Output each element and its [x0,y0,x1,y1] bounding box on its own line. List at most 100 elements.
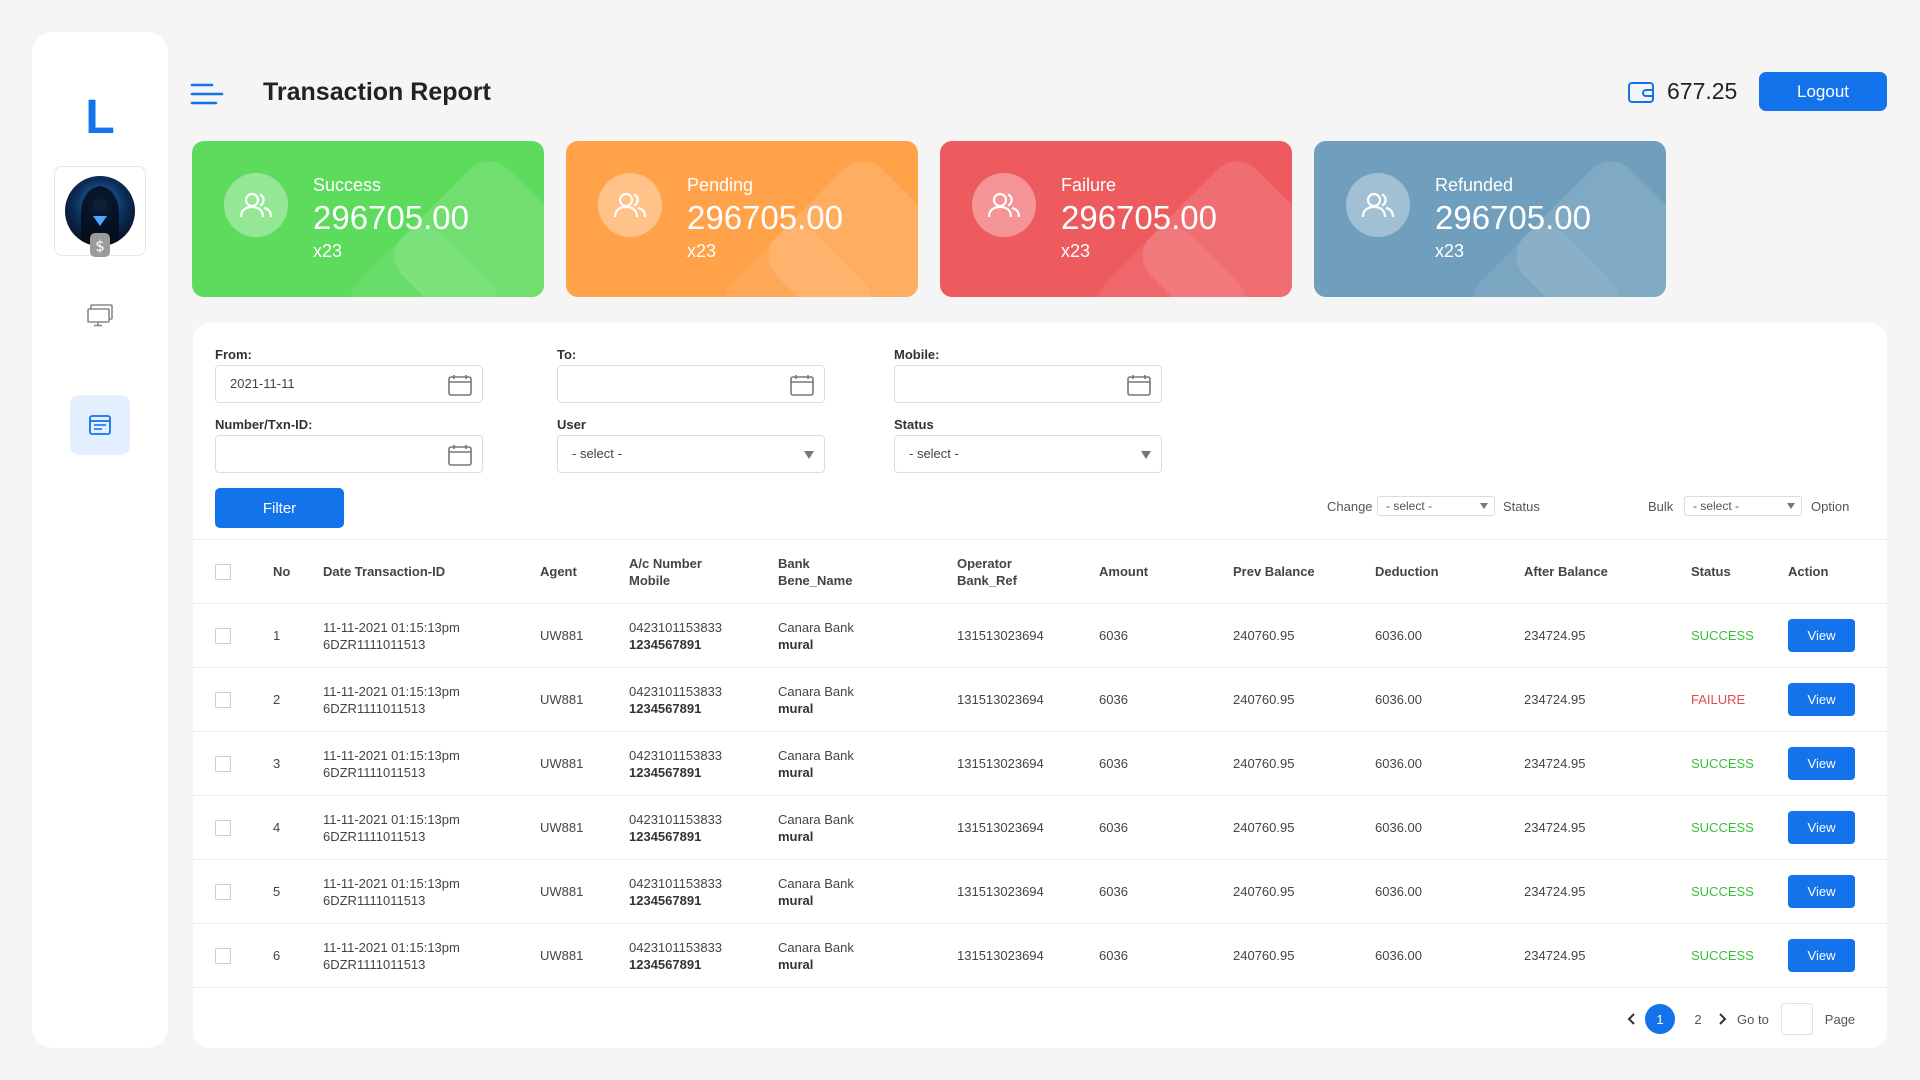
row-checkbox[interactable] [215,628,231,645]
menu-icon[interactable] [190,82,224,106]
row-after-balance: 234724.95 [1524,859,1691,924]
row-mobile: 1234567891 [629,892,702,908]
row-agent: UW881 [540,667,629,732]
goto-page-input[interactable] [1780,1003,1813,1035]
row-bank-ref: 131513023694 [957,667,1099,732]
users-icon [598,173,662,237]
table-row: 3 11-11-2021 01:15:13pm 6DZR1111011513 UW88… [193,731,1887,796]
row-date: 11-11-2021 01:15:13pm [323,875,460,891]
sidebar-item-monitor[interactable] [70,285,130,345]
card-label: Pending [687,175,754,195]
calendar-icon[interactable] [448,374,472,396]
col-ac-line2: Mobile [629,572,671,588]
row-checkbox[interactable] [215,756,231,773]
chevron-left-icon[interactable] [1625,1012,1639,1026]
to-date-input[interactable] [557,365,825,403]
row-amount: 6036 [1099,667,1233,732]
row-deduction: 6036.00 [1375,795,1524,860]
card-count: x23 [687,241,717,261]
row-no: 5 [273,859,323,924]
failure-card: Failure 296705.00 x23 [940,141,1292,297]
monitor-icon [87,304,113,327]
col-op-line1: Operator [957,555,1012,571]
status-badge: SUCCESS [1691,923,1788,988]
calendar-icon[interactable] [448,444,472,466]
row-agent: UW881 [540,731,629,796]
select-all-checkbox[interactable] [215,564,231,581]
row-checkbox[interactable] [215,884,231,901]
row-bank: Canara Bank [778,875,854,891]
calendar-icon[interactable] [790,374,814,396]
sidebar: L $ [32,32,168,1048]
status-select[interactable]: - select - [894,435,1162,473]
row-prev-balance: 240760.95 [1233,667,1375,732]
row-no: 1 [273,603,323,668]
row-deduction: 6036.00 [1375,731,1524,796]
row-bank-ref: 131513023694 [957,603,1099,668]
change-status-select[interactable]: - select - [1377,496,1495,516]
page-2-button[interactable]: 2 [1694,1011,1702,1027]
page-1-button[interactable]: 1 [1645,1004,1675,1034]
card-amount: 296705.00 [313,199,469,236]
card-label: Refunded [1435,175,1514,195]
pending-card: Pending 296705.00 x23 [566,141,918,297]
status-badge: SUCCESS [1691,795,1788,860]
view-button[interactable]: View [1788,939,1855,972]
row-mobile: 1234567891 [629,956,702,972]
row-checkbox[interactable] [215,692,231,709]
row-bank-ref: 131513023694 [957,795,1099,860]
table-header: No Date Transaction-ID Agent A/c Number M… [193,540,1887,604]
row-ac-number: 0423101153833 [629,811,723,827]
row-bank-bene: Canara Bank mural [778,923,957,988]
row-bank-ref: 131513023694 [957,731,1099,796]
view-button[interactable]: View [1788,747,1855,780]
row-ac-mobile: 0423101153833 1234567891 [629,731,778,796]
view-button[interactable]: View [1788,811,1855,844]
row-date-txn: 11-11-2021 01:15:13pm 6DZR1111011513 [323,859,540,924]
row-checkbox[interactable] [215,820,231,837]
svg-text:$: $ [95,237,105,255]
view-button[interactable]: View [1788,683,1855,716]
row-checkbox[interactable] [215,948,231,965]
row-txn-id: 6DZR1111011513 [323,700,426,716]
row-prev-balance: 240760.95 [1233,603,1375,668]
chevron-right-icon[interactable] [1715,1012,1729,1026]
row-amount: 6036 [1099,731,1233,796]
row-mobile: 1234567891 [629,636,702,652]
app-logo[interactable]: L [85,91,115,144]
col-agent: Agent [540,564,577,579]
calendar-icon[interactable] [1127,374,1151,396]
row-agent: UW881 [540,795,629,860]
bulk-select-value: - select - [1693,499,1740,513]
mobile-input[interactable] [894,365,1162,403]
row-bank: Canara Bank [778,619,854,635]
logout-button[interactable]: Logout [1759,72,1887,111]
row-no: 2 [273,667,323,732]
sidebar-item-report[interactable] [70,395,130,455]
card-count: x23 [1061,241,1091,261]
users-icon [1346,173,1410,237]
from-date-input[interactable]: 2021-11-11 [215,365,483,403]
filter-button[interactable]: Filter [215,488,344,528]
user-select-value: - select - [572,446,622,461]
goto-label: Go to [1737,1011,1769,1027]
wallet-amount: 677.25 [1667,78,1738,104]
row-deduction: 6036.00 [1375,859,1524,924]
table-row: 5 11-11-2021 01:15:13pm 6DZR1111011513 UW88… [193,859,1887,924]
wallet-balance: 677.25 [1627,78,1737,105]
row-date: 11-11-2021 01:15:13pm [323,939,460,955]
bulk-option-select[interactable]: - select - [1684,496,1802,516]
dollar-icon: $ [90,233,110,257]
row-amount: 6036 [1099,795,1233,860]
view-button[interactable]: View [1788,619,1855,652]
sidebar-item-dollar[interactable]: $ [70,215,130,275]
status-label: Status [894,417,934,432]
row-prev-balance: 240760.95 [1233,859,1375,924]
user-label: User [557,417,586,432]
col-prev-balance: Prev Balance [1233,564,1315,579]
user-select[interactable]: - select - [557,435,825,473]
txn-id-input[interactable] [215,435,483,473]
view-button[interactable]: View [1788,875,1855,908]
row-date: 11-11-2021 01:15:13pm [323,619,460,635]
report-icon [89,415,111,435]
